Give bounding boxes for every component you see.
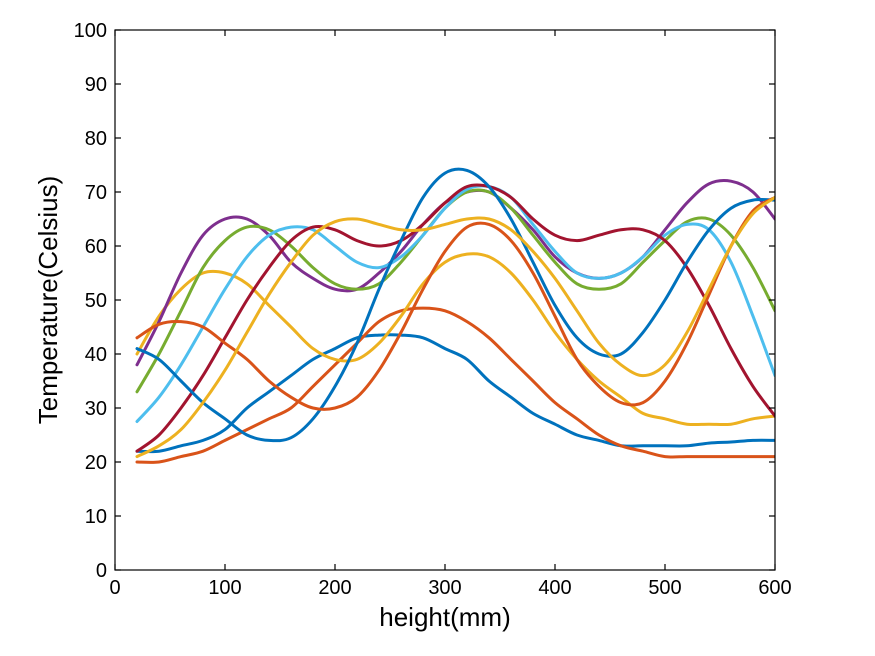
xtick-label: 200: [318, 577, 351, 599]
x-axis-label: height(mm): [379, 602, 510, 632]
ytick-label: 10: [85, 506, 107, 528]
series-s7: [137, 185, 775, 451]
series-s1: [137, 335, 775, 452]
ytick-label: 20: [85, 452, 107, 474]
ytick-label: 0: [96, 560, 107, 582]
xtick-label: 500: [648, 577, 681, 599]
y-axis-label: Temperature(Celsius): [33, 176, 63, 425]
temperature-chart: 0 100 200 300 400 500 600 0 10 20 30 40 50 60 70 80 90 10…: [0, 0, 875, 656]
xtick-label: 100: [208, 577, 241, 599]
ytick-label: 50: [85, 290, 107, 312]
ytick-label: 80: [85, 128, 107, 150]
ytick-label: 40: [85, 344, 107, 366]
xtick-label: 400: [538, 577, 571, 599]
axes-box: [115, 30, 775, 570]
ytick-label: 60: [85, 236, 107, 258]
xtick-label: 600: [758, 577, 791, 599]
xtick-label: 0: [109, 577, 120, 599]
ytick-label: 100: [74, 20, 107, 42]
ytick-label: 70: [85, 182, 107, 204]
series-s9: [137, 197, 775, 409]
xtick-label: 300: [428, 577, 461, 599]
ytick-label: 90: [85, 74, 107, 96]
ytick-label: 30: [85, 398, 107, 420]
series-group: [137, 169, 775, 462]
series-s2: [137, 308, 775, 462]
